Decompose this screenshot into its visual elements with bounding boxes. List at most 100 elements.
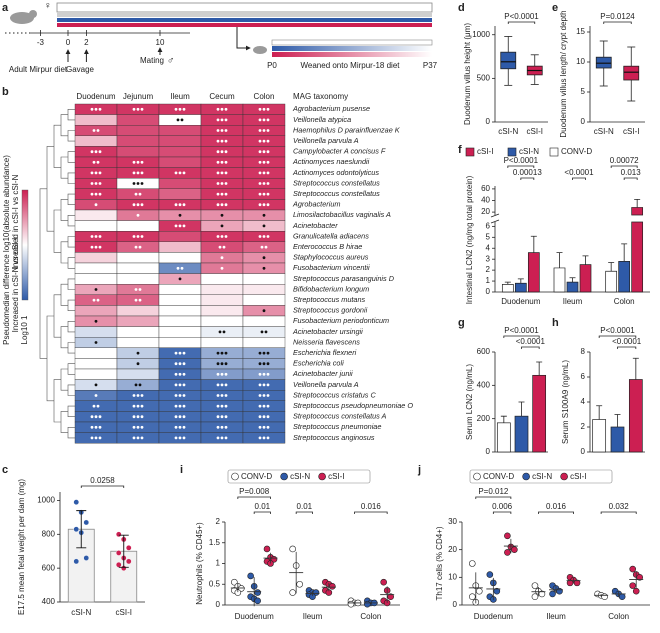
point <box>289 589 296 596</box>
dot <box>224 362 228 366</box>
significance-dots <box>94 203 98 207</box>
dendrogram <box>67 384 75 396</box>
dot <box>136 404 140 408</box>
significance-dots <box>174 362 186 366</box>
dot <box>140 394 144 397</box>
heatmap-cell <box>74 209 118 221</box>
row-label: Neisseria flavescens <box>293 337 360 346</box>
significance-dots <box>174 107 186 111</box>
y-tick-label: 0 <box>453 600 458 609</box>
dot <box>216 150 220 154</box>
heatmap-cell <box>116 315 160 327</box>
y-tick-label: 0.5 <box>209 579 221 588</box>
panel-label: e <box>552 2 558 14</box>
significance-dots <box>258 415 270 419</box>
significance-dots <box>90 182 102 185</box>
point <box>538 590 546 598</box>
dot <box>90 436 94 440</box>
x-tick-label: cSI-I <box>527 127 543 136</box>
row-label: Fusobacterium vincentii <box>293 263 370 272</box>
bracket <box>507 21 536 24</box>
point <box>468 560 476 567</box>
dot <box>266 192 270 196</box>
heatmap-cell <box>242 241 286 253</box>
dot <box>262 394 266 397</box>
dot <box>224 383 228 387</box>
dot <box>262 213 266 217</box>
dot <box>132 182 136 185</box>
significance-dots <box>132 160 144 164</box>
error-bar <box>76 510 87 549</box>
dot <box>262 404 266 408</box>
dot <box>178 224 182 228</box>
annotation: P<0.0001 <box>504 326 539 335</box>
dot <box>258 351 262 355</box>
dot <box>94 319 98 323</box>
y-tick-label: 1.5 <box>209 538 221 547</box>
x-tick-label: cSI-N <box>71 608 91 617</box>
dot <box>174 372 178 376</box>
bracket <box>295 511 313 514</box>
significance-dots <box>174 224 186 228</box>
dot <box>180 266 184 270</box>
point <box>73 558 80 565</box>
dot <box>98 182 102 185</box>
event-label: Gavage <box>66 65 95 74</box>
y-axis-label: Increased in cSI-I vs cSI-N <box>11 174 20 269</box>
significance-dots <box>216 372 228 376</box>
dot <box>220 235 224 238</box>
significance-dots <box>174 372 186 376</box>
dot <box>182 372 186 376</box>
significance-dots <box>178 213 182 217</box>
significance-dots <box>258 160 270 164</box>
bar <box>631 207 644 293</box>
significance-dots <box>258 192 270 196</box>
x-tick-label: Duodenum <box>474 612 513 621</box>
annotation: 0.01 <box>297 502 313 511</box>
dot <box>174 203 178 207</box>
dot <box>90 192 94 196</box>
dot <box>98 425 102 429</box>
x-tick-label: cSI-N <box>594 127 614 136</box>
bar <box>514 282 527 293</box>
point <box>115 561 122 568</box>
significance-dots <box>174 415 186 419</box>
dot <box>134 288 138 291</box>
x-tick-label: Colon <box>360 612 381 621</box>
bracket <box>253 511 271 514</box>
dot <box>266 425 270 429</box>
dot <box>266 436 270 440</box>
heatmap-cell <box>158 337 202 349</box>
dot <box>92 160 96 164</box>
heatmap-cell <box>158 294 202 306</box>
dot <box>140 436 144 440</box>
error-bar <box>556 252 563 268</box>
bracket <box>598 335 637 338</box>
arrow <box>236 27 251 51</box>
significance-dots <box>92 160 100 164</box>
box <box>595 56 612 69</box>
dot <box>262 129 266 132</box>
dot <box>258 415 262 419</box>
dot <box>178 107 182 111</box>
bar <box>553 267 566 293</box>
dot <box>138 383 142 387</box>
heatmap-cell <box>116 188 160 200</box>
timeline-label: 0 <box>66 38 71 47</box>
heatmap-cell <box>116 368 160 380</box>
dot <box>94 394 98 397</box>
dot <box>220 160 224 164</box>
significance-dots <box>92 404 100 408</box>
significance-dots <box>90 415 102 419</box>
significance-dots <box>216 129 228 132</box>
heatmap-cell <box>242 315 286 327</box>
row-label: Acinetobacter <box>292 221 338 230</box>
dot <box>216 394 220 397</box>
dot <box>140 415 144 419</box>
dot <box>266 383 270 387</box>
heatmap-cell <box>158 262 202 274</box>
heatmap-cell <box>74 400 118 412</box>
heatmap-cell <box>158 114 202 126</box>
dot <box>94 288 98 291</box>
dot <box>134 192 138 196</box>
